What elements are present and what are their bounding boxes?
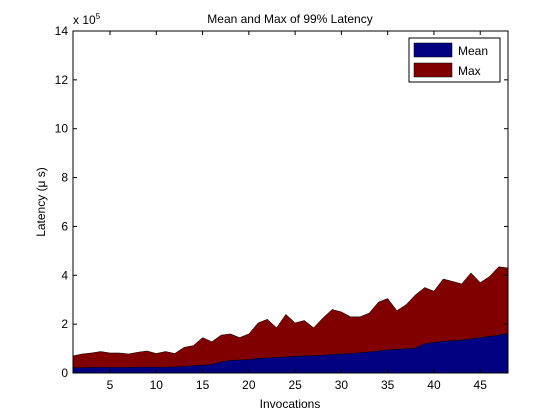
area-mean xyxy=(72,333,509,374)
x-tick-label: 35 xyxy=(381,378,395,392)
x-tick-label: 45 xyxy=(474,378,488,392)
y-tick-label: 0 xyxy=(61,366,68,380)
area-max xyxy=(72,266,509,374)
y-tick-label: 8 xyxy=(61,171,68,185)
legend-label-max: Max xyxy=(458,64,481,78)
y-axis-multiplier-exponent: 5 xyxy=(96,12,101,21)
y-axis-label: Latency (μ s) xyxy=(34,167,48,237)
y-tick-label: 6 xyxy=(61,219,68,233)
x-tick-label: 40 xyxy=(427,378,441,392)
chart-title: Mean and Max of 99% Latency xyxy=(207,12,372,26)
legend-swatch-mean xyxy=(413,42,453,58)
legend-swatch-max xyxy=(413,62,453,78)
plot-frame xyxy=(72,30,509,374)
y-axis-multiplier: x 105 xyxy=(73,12,101,27)
legend-label-mean: Mean xyxy=(458,44,488,58)
x-tick-label: 25 xyxy=(288,378,302,392)
x-tick-label: 15 xyxy=(196,378,210,392)
x-axis-label: Invocations xyxy=(260,397,321,411)
y-tick-label: 14 xyxy=(55,24,69,38)
x-tick-label: 10 xyxy=(150,378,164,392)
area-series-group xyxy=(72,266,509,374)
y-tick-label: 10 xyxy=(55,122,69,136)
x-tick-label: 5 xyxy=(107,378,114,392)
x-tick-label: 30 xyxy=(335,378,349,392)
axis-ticks-group: 5 10 15 20 25 30 35 40 45 0 2 4 6 8 10 12 14 xyxy=(55,24,508,392)
y-tick-label: 12 xyxy=(55,73,69,87)
y-tick-label: 4 xyxy=(61,268,68,282)
y-tick-label: 2 xyxy=(61,317,68,331)
x-tick-label: 20 xyxy=(242,378,256,392)
legend: Mean Max xyxy=(408,37,501,83)
